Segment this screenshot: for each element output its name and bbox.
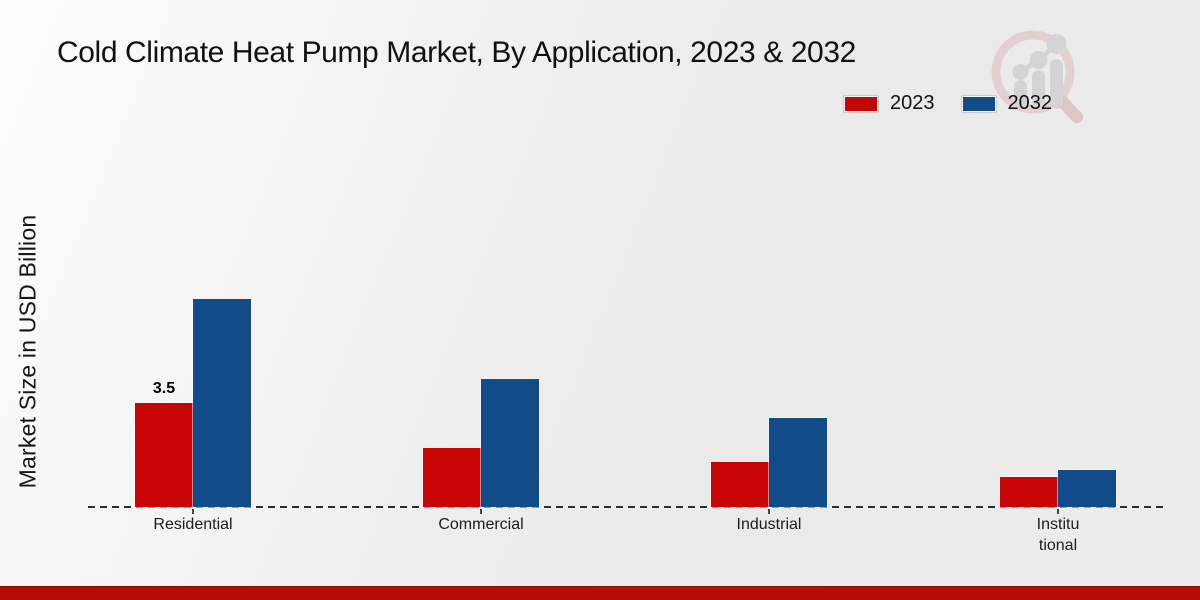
legend: 2023 2032	[843, 92, 1052, 115]
bar-2023-Industrial	[711, 462, 769, 507]
axis-tick	[192, 509, 194, 514]
category-label: Industrial	[736, 516, 802, 533]
bar-value-label: 3.5	[152, 380, 176, 398]
category-label: Commercial	[438, 516, 524, 533]
axis-tick	[768, 509, 770, 514]
x-axis-dashed-baseline	[88, 506, 1168, 508]
category-label: Institu tional	[1036, 516, 1080, 554]
bar-2023-Commercial	[423, 448, 481, 507]
bar-2023-Institutional	[1000, 477, 1058, 507]
magnifier-bar-chart-logo-icon	[991, 30, 1083, 123]
axis-tick	[480, 509, 482, 514]
bar-2032-Industrial	[769, 418, 827, 507]
bar-2032-Institutional	[1058, 470, 1116, 507]
legend-item: 2032	[960, 92, 1053, 115]
chart-title: Cold Climate Heat Pump Market, By Applic…	[57, 36, 856, 69]
legend-swatch-2032	[960, 94, 997, 113]
legend-swatch-2023	[843, 94, 879, 113]
category-label: Residential	[153, 516, 233, 533]
footer-accent-bar	[0, 586, 1200, 600]
bar-2032-Commercial	[481, 379, 539, 507]
legend-label: 2023	[890, 92, 935, 114]
legend-label: 2032	[1007, 92, 1053, 114]
bar-2032-Residential	[193, 299, 251, 507]
bar-2023-Residential	[135, 403, 193, 507]
legend-item: 2023	[843, 92, 935, 115]
axis-tick	[1057, 509, 1059, 514]
